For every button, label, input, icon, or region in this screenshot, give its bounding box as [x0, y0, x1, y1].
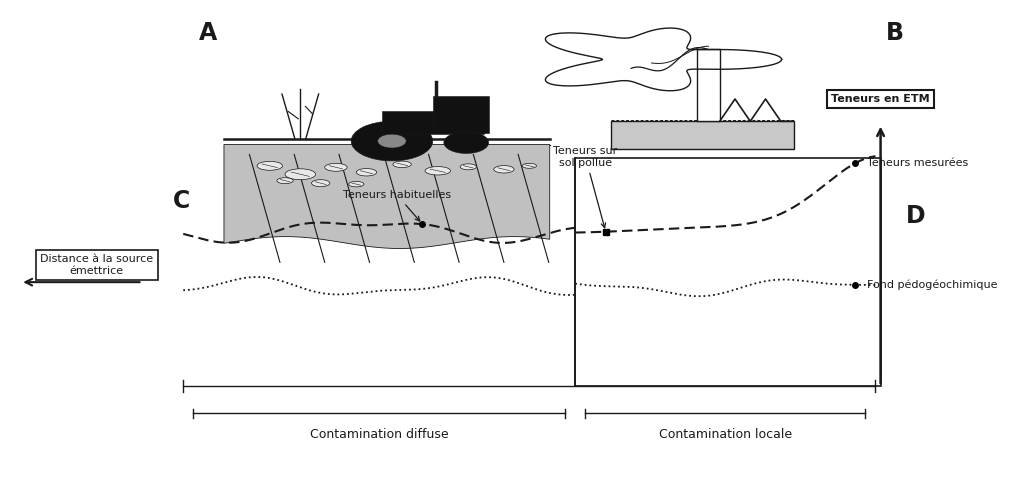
Text: Fond pédogéochimique: Fond pédogéochimique [867, 280, 998, 290]
Ellipse shape [257, 161, 283, 170]
Bar [575, 158, 881, 386]
Ellipse shape [312, 180, 330, 187]
Bar [433, 96, 489, 133]
Text: D: D [906, 204, 925, 228]
Circle shape [351, 121, 433, 161]
Ellipse shape [348, 181, 363, 187]
Bar [697, 50, 720, 121]
Ellipse shape [426, 166, 451, 175]
Ellipse shape [285, 169, 316, 180]
Text: Contamination locale: Contamination locale [659, 428, 792, 441]
Text: Teneurs en ETM: Teneurs en ETM [832, 94, 929, 104]
Text: B: B [886, 21, 904, 45]
Bar [611, 121, 794, 148]
Circle shape [378, 134, 406, 148]
Text: Teneurs mesurées: Teneurs mesurées [867, 158, 968, 168]
Ellipse shape [460, 164, 476, 170]
Text: Distance à la source
émettrice: Distance à la source émettrice [40, 254, 154, 276]
Ellipse shape [325, 163, 347, 171]
Text: Teneurs sur
sol pollué: Teneurs sur sol pollué [553, 146, 618, 228]
Ellipse shape [356, 168, 377, 176]
Ellipse shape [522, 163, 536, 168]
Text: Contamination diffuse: Contamination diffuse [309, 428, 449, 441]
Text: Teneurs habituelles: Teneurs habituelles [343, 190, 451, 221]
Circle shape [444, 132, 489, 153]
Text: C: C [173, 189, 190, 213]
Bar [382, 111, 484, 134]
Text: A: A [199, 21, 217, 45]
Ellipse shape [277, 178, 293, 184]
Polygon shape [224, 145, 550, 248]
Ellipse shape [393, 161, 411, 167]
Ellipse shape [494, 165, 514, 173]
